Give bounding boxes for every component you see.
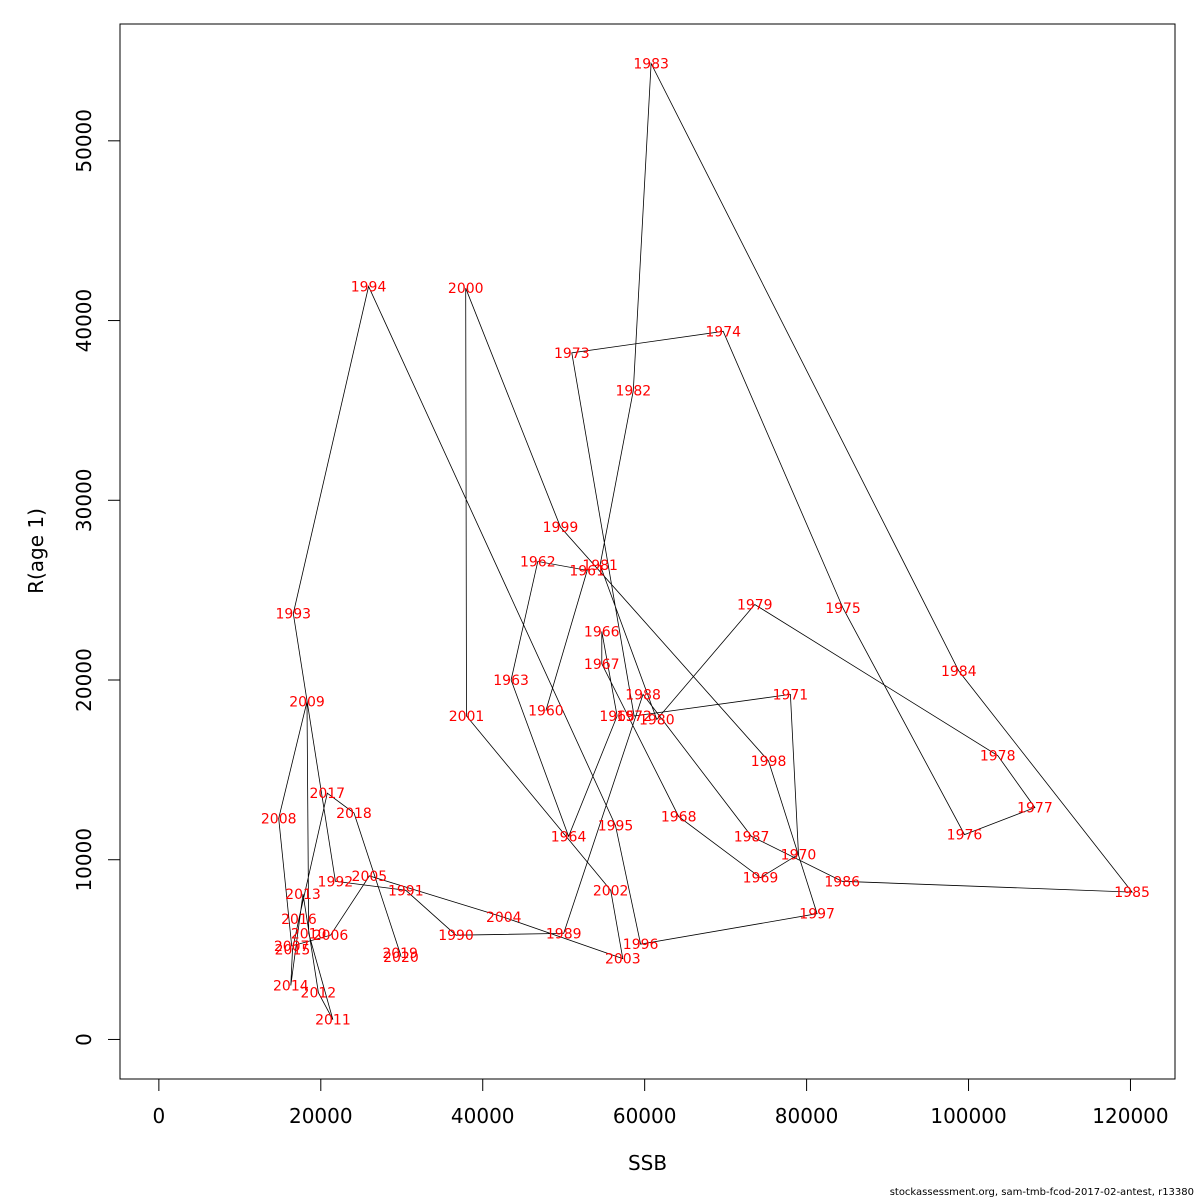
point-label-1986: 1986 bbox=[824, 874, 860, 890]
point-label-2011: 2011 bbox=[315, 1013, 351, 1029]
y-tick-label: 20000 bbox=[72, 648, 96, 712]
point-label-2006: 2006 bbox=[313, 928, 349, 944]
point-label-1990: 1990 bbox=[438, 928, 474, 944]
point-label-1961: 1961 bbox=[569, 563, 605, 579]
point-label-1969: 1969 bbox=[743, 871, 779, 887]
point-label-2017: 2017 bbox=[309, 786, 345, 802]
point-label-1964: 1964 bbox=[551, 829, 587, 845]
point-label-2002: 2002 bbox=[593, 883, 629, 899]
point-label-2019: 2019 bbox=[382, 946, 418, 962]
x-axis: 0 20000 40000 60000 80000 100000 120000 bbox=[152, 1078, 1169, 1128]
footer-credit: stockassessment.org, sam-tmb-fcod-2017-0… bbox=[889, 1187, 1194, 1198]
point-label-1994: 1994 bbox=[351, 279, 387, 295]
point-label-1973: 1973 bbox=[554, 346, 590, 362]
point-label-2012: 2012 bbox=[301, 986, 337, 1002]
point-label-2015: 2015 bbox=[275, 943, 311, 959]
y-tick-label: 0 bbox=[72, 1033, 96, 1046]
point-label-1960: 1960 bbox=[528, 704, 564, 720]
y-tick-label: 10000 bbox=[72, 828, 96, 892]
point-label-2003: 2003 bbox=[605, 952, 641, 968]
point-label-1978: 1978 bbox=[980, 748, 1016, 764]
x-tick-label: 100000 bbox=[930, 1104, 1006, 1128]
x-tick-label: 120000 bbox=[1092, 1104, 1168, 1128]
point-label-1970: 1970 bbox=[781, 847, 817, 863]
point-label-1979: 1979 bbox=[737, 598, 773, 614]
point-label-1975: 1975 bbox=[825, 601, 861, 617]
point-label-2020: 2020 bbox=[383, 950, 419, 966]
point-label-1987: 1987 bbox=[734, 829, 770, 845]
point-label-1993: 1993 bbox=[275, 607, 311, 623]
point-label-1989: 1989 bbox=[546, 926, 582, 942]
x-tick-label: 60000 bbox=[613, 1104, 677, 1128]
point-label-1965: 1965 bbox=[599, 709, 635, 725]
point-label-2013: 2013 bbox=[285, 887, 321, 903]
y-tick-label: 30000 bbox=[72, 468, 96, 532]
point-label-1988: 1988 bbox=[625, 687, 661, 703]
x-tick-label: 20000 bbox=[289, 1104, 353, 1128]
y-axis: 0 10000 20000 30000 40000 50000 bbox=[72, 109, 121, 1046]
x-tick-label: 40000 bbox=[451, 1104, 515, 1128]
plot-frame bbox=[119, 23, 1176, 1080]
point-label-1968: 1968 bbox=[661, 810, 697, 826]
point-label-1999: 1999 bbox=[543, 520, 579, 536]
point-label-1966: 1966 bbox=[584, 624, 620, 640]
point-label-2008: 2008 bbox=[261, 811, 297, 827]
x-tick-label: 0 bbox=[152, 1104, 165, 1128]
y-axis-label: R(age 1) bbox=[24, 508, 48, 594]
point-label-1998: 1998 bbox=[751, 754, 787, 770]
point-label-1962: 1962 bbox=[520, 554, 556, 570]
point-label-1963: 1963 bbox=[493, 673, 529, 689]
point-label-2005: 2005 bbox=[352, 869, 388, 885]
point-label-1974: 1974 bbox=[705, 324, 741, 340]
point-label-1971: 1971 bbox=[773, 687, 809, 703]
point-label-1967: 1967 bbox=[584, 657, 620, 673]
point-label-2009: 2009 bbox=[289, 695, 325, 711]
point-label-1977: 1977 bbox=[1017, 801, 1053, 817]
x-axis-label: SSB bbox=[628, 1151, 667, 1175]
point-label-1992: 1992 bbox=[318, 874, 354, 890]
point-label-1984: 1984 bbox=[941, 664, 977, 680]
series-line bbox=[278, 61, 1133, 1020]
point-label-2016: 2016 bbox=[281, 912, 317, 928]
point-label-2018: 2018 bbox=[336, 806, 372, 822]
point-label-2004: 2004 bbox=[486, 910, 522, 926]
x-tick-label: 80000 bbox=[775, 1104, 839, 1128]
y-tick-label: 50000 bbox=[72, 109, 96, 173]
point-label-2000: 2000 bbox=[448, 281, 484, 297]
point-label-1991: 1991 bbox=[388, 883, 424, 899]
point-label-2014: 2014 bbox=[273, 979, 309, 995]
point-label-2010: 2010 bbox=[291, 926, 327, 942]
point-label-2001: 2001 bbox=[449, 709, 485, 725]
point-label-1976: 1976 bbox=[947, 828, 983, 844]
point-label-1997: 1997 bbox=[799, 907, 835, 923]
point-label-1982: 1982 bbox=[616, 384, 652, 400]
point-label-1972: 1972 bbox=[616, 709, 652, 725]
point-label-2007: 2007 bbox=[274, 939, 310, 955]
point-labels: 1960 1961 1962 1963 1964 1965 1966 1967 1968 1969… bbox=[261, 57, 1150, 1029]
point-label-1985: 1985 bbox=[1114, 885, 1150, 901]
y-tick-label: 40000 bbox=[72, 289, 96, 353]
point-label-1981: 1981 bbox=[582, 558, 618, 574]
point-label-1980: 1980 bbox=[639, 713, 675, 729]
point-label-1996: 1996 bbox=[623, 937, 659, 953]
point-label-1983: 1983 bbox=[633, 57, 669, 73]
point-label-1995: 1995 bbox=[598, 819, 634, 835]
